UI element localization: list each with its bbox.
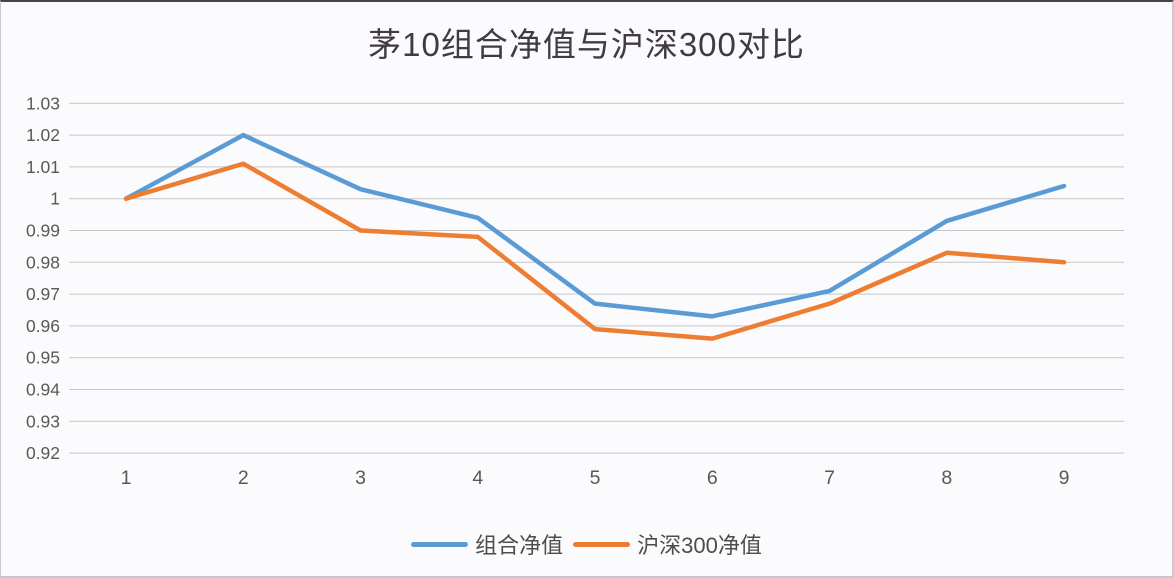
gridlines	[69, 102, 1124, 454]
legend-item-portfolio-nav: 组合净值	[411, 528, 563, 560]
legend-label: 沪深300净值	[637, 533, 762, 558]
legend-label: 组合净值	[475, 533, 564, 558]
x-tick-label: 8	[941, 467, 952, 489]
x-tick-label: 5	[590, 467, 601, 489]
y-tick-label: 0.92	[26, 443, 60, 463]
y-tick-label: 0.97	[26, 284, 60, 304]
series-line-portfolio-nav	[123, 132, 1067, 319]
y-tick-label: 0.94	[26, 380, 60, 400]
y-tick-label: 0.98	[26, 252, 60, 272]
x-tick-label: 1	[121, 467, 132, 489]
series-line-csi300-nav	[123, 161, 1067, 341]
x-tick-label: 9	[1059, 467, 1070, 489]
x-axis-labels: 1 2 3 4 5 6 7 8 9	[121, 467, 1070, 489]
y-tick-label: 1.01	[26, 157, 60, 177]
legend-line-swatch	[573, 541, 631, 547]
x-tick-label: 7	[824, 467, 835, 489]
y-tick-label: 0.99	[26, 221, 60, 241]
y-axis-labels: 1.03 1.02 1.01 1 0.99 0.98 0.97 0.96 0.95 0.94 0.9…	[26, 93, 60, 463]
x-tick-label: 4	[472, 467, 483, 489]
y-tick-label: 1.02	[26, 125, 60, 145]
chart-title: 茅10组合净值与沪深300对比	[368, 26, 805, 63]
y-tick-label: 0.93	[26, 411, 60, 431]
legend: 组合净值 沪深300净值	[1, 528, 1172, 560]
legend-item-csi300-nav: 沪深300净值	[573, 528, 762, 560]
y-tick-label: 0.96	[26, 316, 60, 336]
y-tick-label: 0.95	[26, 348, 60, 368]
legend-line-swatch	[411, 541, 469, 547]
x-tick-label: 3	[355, 467, 366, 489]
y-tick-label: 1	[50, 189, 60, 209]
y-tick-label: 1.03	[26, 93, 60, 113]
x-tick-label: 6	[707, 467, 718, 489]
x-tick-label: 2	[238, 467, 249, 489]
